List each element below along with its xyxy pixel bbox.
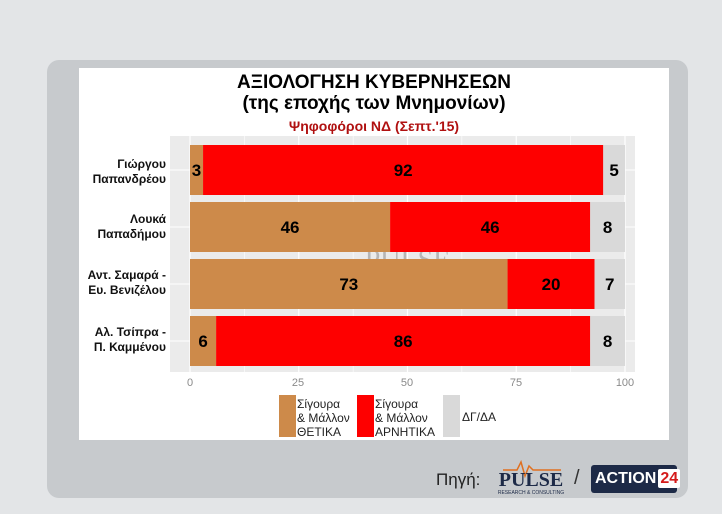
chart-title: ΑΞΙΟΛΟΓΗΣΗ ΚΥΒΕΡΝΗΣΕΩΝ: [237, 72, 511, 93]
bar-positive-0: [190, 145, 204, 195]
action24-logo-number: 24: [658, 469, 681, 488]
row-label-0-line2: Παπανδρέου: [92, 172, 166, 186]
label-negative-0: 92: [394, 161, 413, 180]
legend-swatch-positive: [279, 395, 296, 437]
bar-negative-1: [390, 202, 591, 252]
row-label-1: Λουκά Παπαδήμου: [80, 212, 166, 242]
label-neutral-0: 5: [609, 161, 618, 180]
source-label: Πηγή:: [436, 470, 481, 489]
label-positive-3: 6: [198, 332, 207, 351]
row-label-1-line1: Λουκά: [130, 212, 166, 226]
label-positive-1: 46: [281, 218, 300, 237]
source-separator: /: [574, 467, 580, 489]
legend-swatch-neutral: [443, 395, 460, 437]
label-neutral-3: 8: [603, 332, 612, 351]
row-label-0-line1: Γιώργου: [117, 157, 166, 171]
label-positive-0: 3: [192, 161, 201, 180]
label-negative-3: 86: [394, 332, 413, 351]
row-label-3-line2: Π. Καμμένου: [93, 340, 166, 354]
pulse-logo-text: PULSE: [499, 469, 563, 491]
pulse-logo: PULSE RESEARCH & CONSULTING: [498, 460, 564, 496]
label-neutral-1: 8: [603, 218, 612, 237]
row-label-1-line2: Παπαδήμου: [97, 227, 166, 241]
label-positive-2: 73: [339, 275, 358, 294]
row-label-2-line1: Αντ. Σαμαρά -: [87, 268, 166, 282]
label-negative-2: 20: [542, 275, 561, 294]
legend-label-positive: Σίγουρα & Μάλλον ΘΕΤΙΚΑ: [297, 397, 350, 439]
bar-negative-3: [216, 316, 591, 366]
bar-positive-3: [190, 316, 217, 366]
action24-logo-text: ACTION: [595, 470, 657, 487]
x-tick-75: 75: [509, 377, 523, 389]
bar-neutral-0: [603, 145, 625, 195]
x-tick-50: 50: [400, 377, 414, 389]
legend-swatch-negative: [357, 395, 374, 437]
bar-neutral-3: [590, 316, 625, 366]
bar-positive-1: [190, 202, 391, 252]
label-negative-1: 46: [481, 218, 500, 237]
pulse-logo-tagline: RESEARCH & CONSULTING: [498, 490, 564, 496]
chart-subtitle: Ψηφοφόροι ΝΔ (Σεπτ.'15): [288, 118, 460, 134]
row-label-0: Γιώργου Παπανδρέου: [80, 157, 166, 187]
row-label-2: Αντ. Σαμαρά - Ευ. Βενιζέλου: [80, 268, 166, 298]
bar-negative-2: [507, 259, 595, 309]
legend-label-negative: Σίγουρα & Μάλλον ΑΡΝΗΤΙΚΑ: [375, 397, 436, 439]
action24-logo: ACTION 24: [591, 465, 681, 493]
bar-negative-0: [203, 145, 604, 195]
x-tick-0: 0: [186, 377, 194, 389]
row-label-3-line1: Αλ. Τσίπρα -: [94, 325, 166, 339]
x-tick-100: 100: [615, 377, 635, 389]
legend-label-neutral: ΔΓ/ΔΑ: [462, 410, 496, 424]
x-tick-25: 25: [291, 377, 305, 389]
row-label-3: Αλ. Τσίπρα - Π. Καμμένου: [80, 325, 166, 355]
label-neutral-2: 7: [605, 275, 614, 294]
chart-title-line2: (της εποχής των Μνημονίων): [242, 93, 506, 114]
bar-neutral-1: [590, 202, 625, 252]
row-label-2-line2: Ευ. Βενιζέλου: [88, 283, 166, 297]
bar-neutral-2: [594, 259, 625, 309]
bar-positive-2: [190, 259, 508, 309]
